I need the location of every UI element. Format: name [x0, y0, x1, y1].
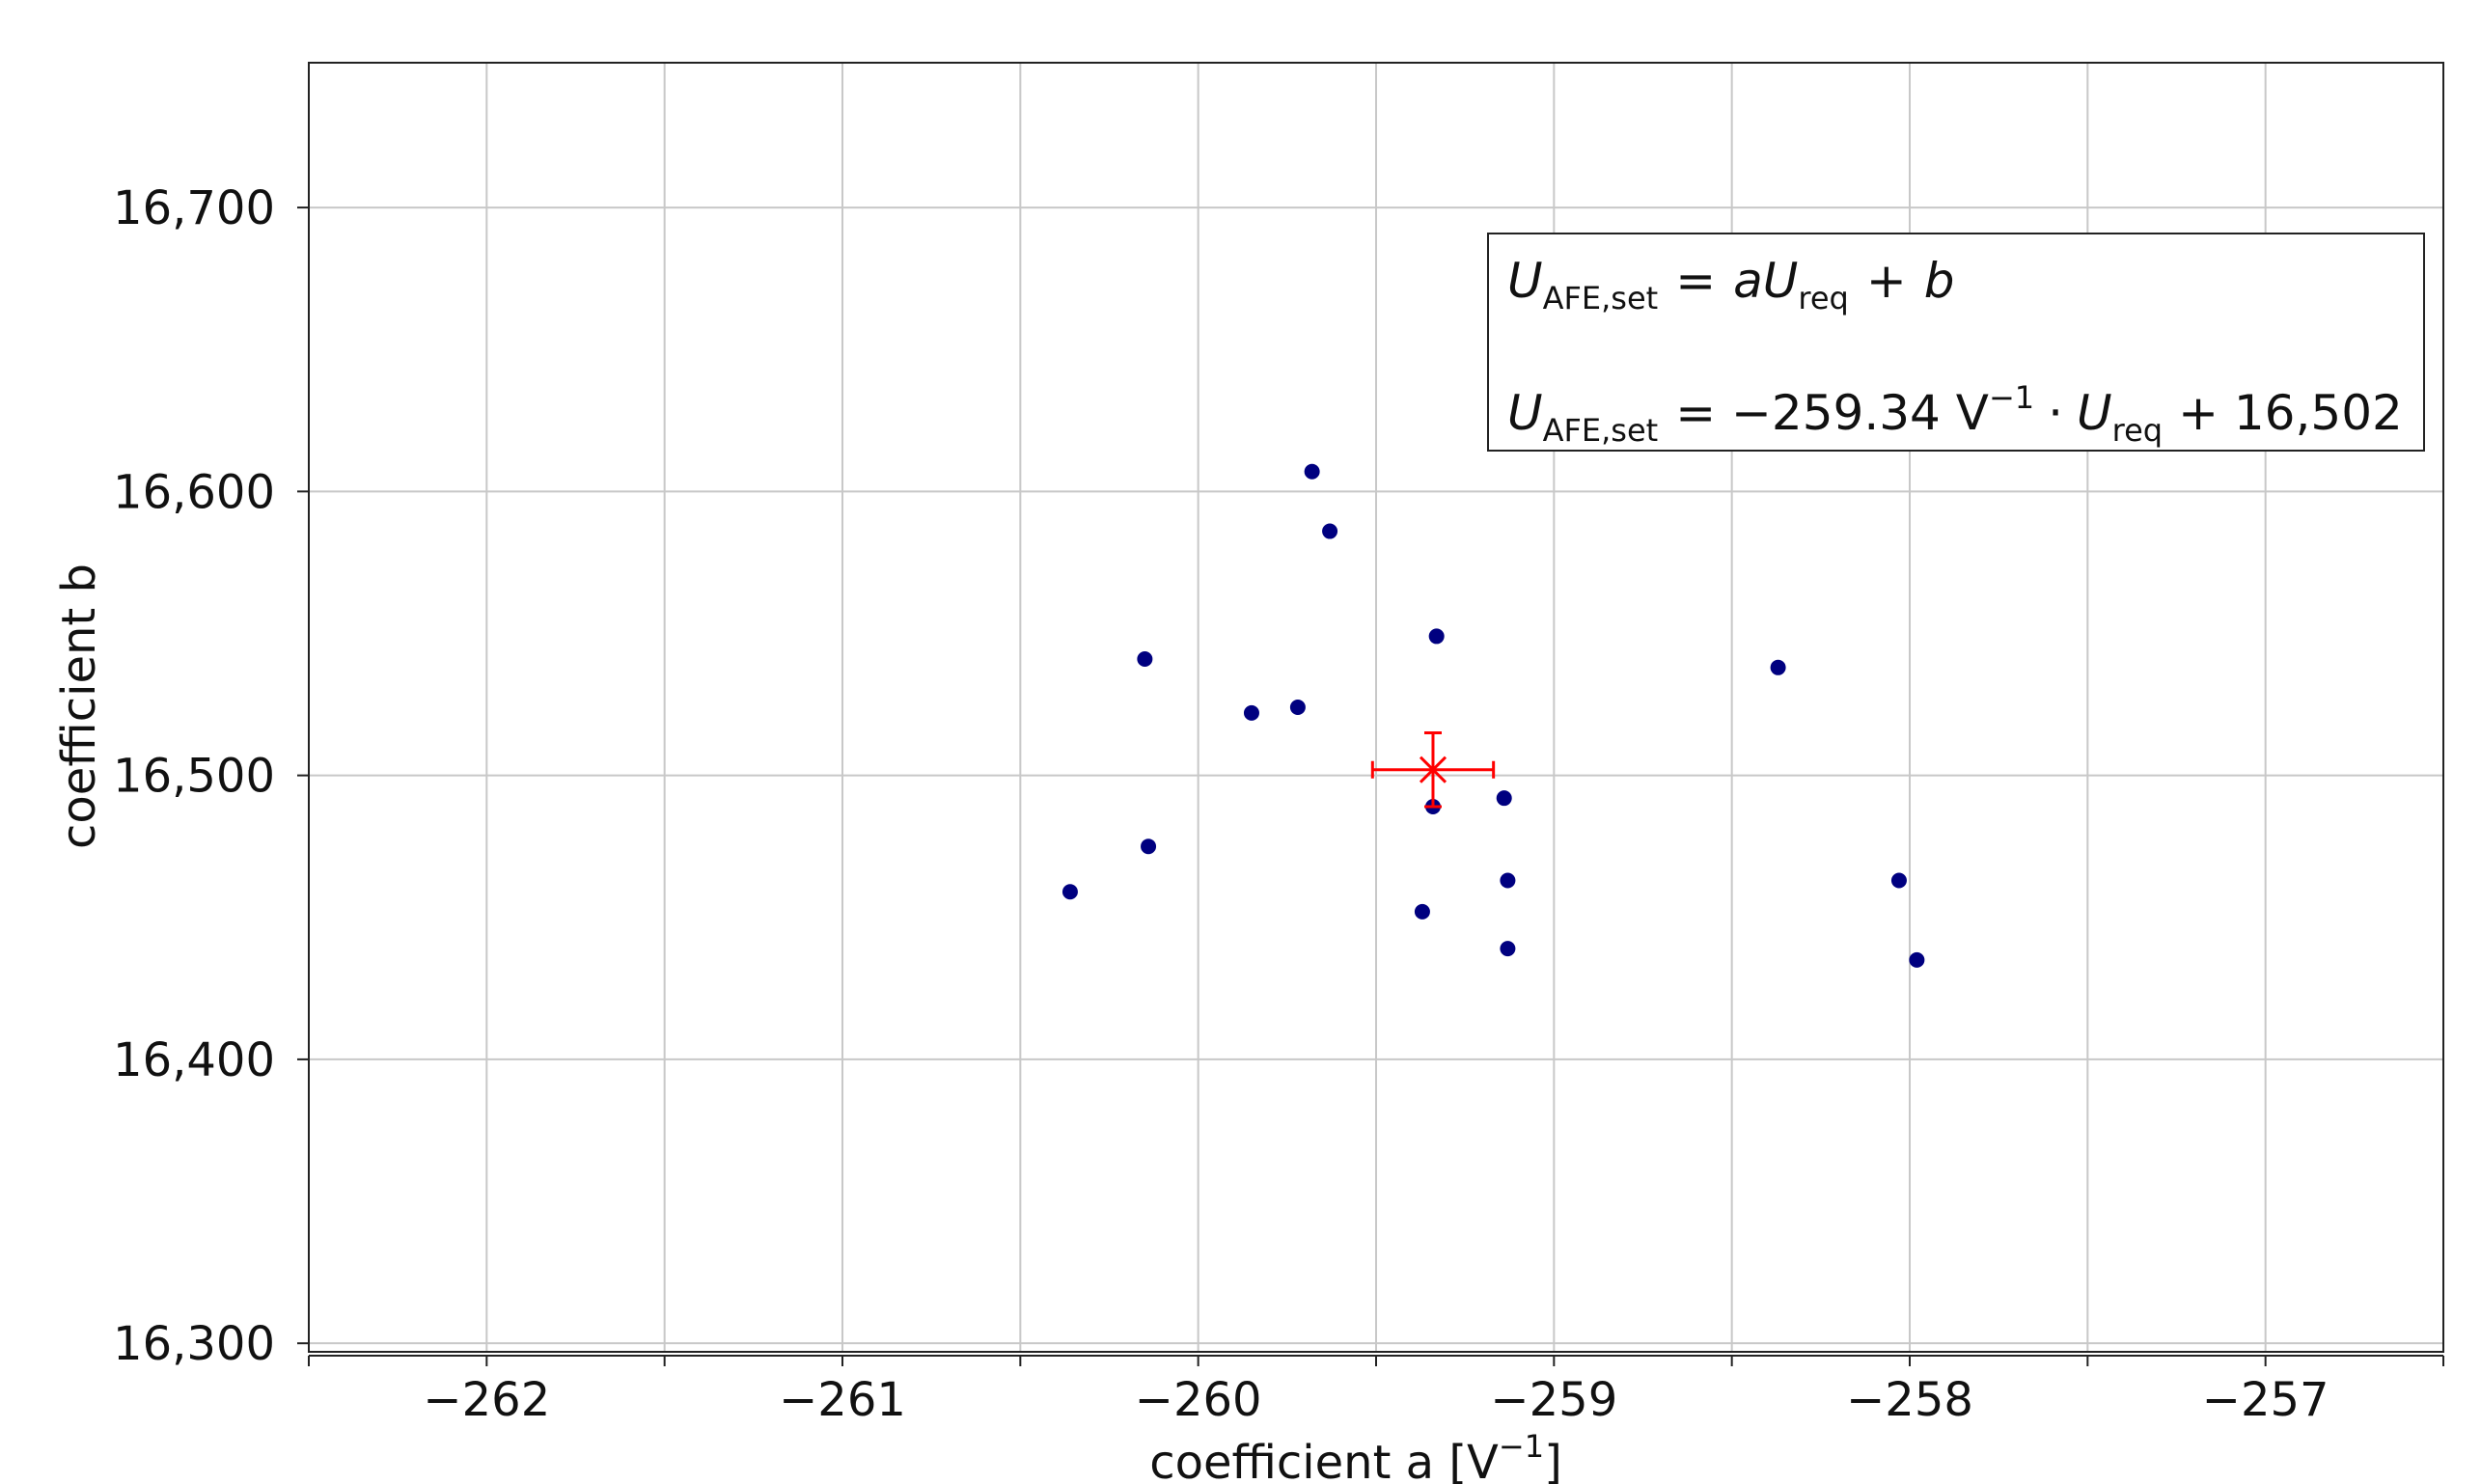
x-tick-labels: −262 −261 −260 −259 −258 −257: [423, 1373, 2329, 1427]
data-point: [1496, 790, 1512, 807]
data-point: [1243, 704, 1259, 721]
data-point: [1141, 838, 1157, 855]
equation-line-fit: UAFE,set = −259.34 V−1 · Ureq + 16,502: [1507, 379, 2403, 449]
data-point: [1500, 941, 1516, 957]
y-tick-label: 16,600: [113, 465, 275, 519]
x-tick-label: −257: [2202, 1373, 2329, 1427]
x-tick-label: −258: [1846, 1373, 1973, 1427]
data-point: [1909, 951, 1925, 968]
data-point: [1500, 872, 1516, 889]
equation-line-general: UAFE,set = aUreq + b: [1507, 253, 1954, 316]
x-axis-label: coefficient a [V−1]: [1149, 1428, 1562, 1484]
x-tick-label: −259: [1490, 1373, 1617, 1427]
data-point: [1414, 903, 1430, 920]
data-point: [1770, 659, 1786, 675]
axis-ticks: [297, 206, 2444, 1366]
data-point: [1322, 523, 1338, 539]
data-point: [1289, 700, 1306, 715]
x-tick-label: −260: [1135, 1373, 1262, 1427]
plot-frame: [308, 62, 2444, 1353]
y-tick-label: 16,400: [113, 1033, 275, 1087]
equation-box: UAFE,set = aUreq + b UAFE,set = −259.34 V−1 · U…: [1487, 233, 2425, 452]
data-point: [1137, 650, 1153, 667]
equation-box-frame: [1487, 233, 2425, 452]
data-point: [1428, 628, 1445, 645]
data-point: [1304, 463, 1320, 480]
y-tick-label: 16,300: [113, 1317, 275, 1371]
y-tick-label: 16,700: [113, 181, 275, 235]
x-tick-label: −261: [779, 1373, 906, 1427]
data-points: [1061, 463, 1925, 968]
data-point: [1890, 872, 1907, 889]
data-point: [1061, 884, 1078, 900]
x-tick-label: −262: [423, 1373, 550, 1427]
y-tick-labels: 16,300 16,400 16,500 16,600 16,700: [113, 181, 275, 1371]
y-axis-label: coefficient b: [52, 563, 106, 849]
mean-cross-b: [1419, 756, 1447, 783]
mean-marker: [1370, 730, 1496, 809]
y-tick-label: 16,500: [113, 750, 275, 804]
